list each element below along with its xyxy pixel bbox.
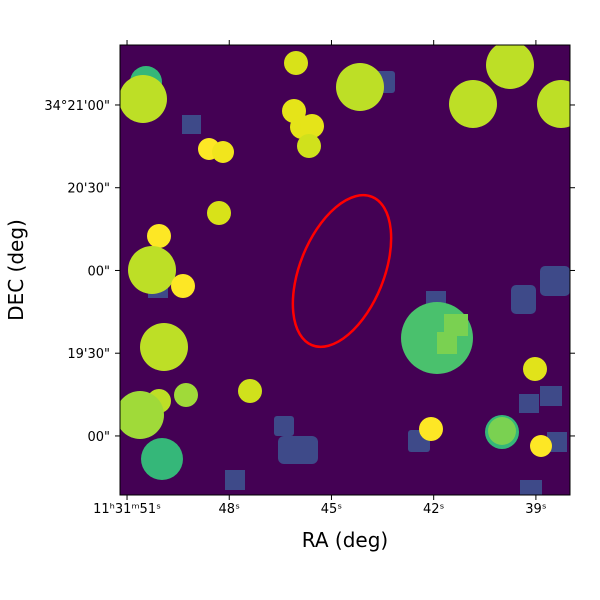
x-tick-label: 11ʰ31ᵐ51ˢ xyxy=(93,502,161,517)
x-tick-label: 45ˢ xyxy=(321,502,343,517)
y-tick-label: 20'30" xyxy=(67,182,110,197)
x-tick-label: 48ˢ xyxy=(219,502,241,517)
x-axis-label: RA (deg) xyxy=(302,528,388,552)
y-tick-label: 00" xyxy=(87,430,110,445)
y-tick-label: 34°21'00" xyxy=(44,99,110,114)
y-tick-label: 19'30" xyxy=(67,347,110,362)
region-ellipse xyxy=(291,193,393,349)
x-tick-label: 39ˢ xyxy=(525,502,547,517)
y-axis-label: DEC (deg) xyxy=(4,219,28,321)
y-tick-label: 00" xyxy=(87,264,110,279)
x-tick-label: 42ˢ xyxy=(423,502,445,517)
image xyxy=(120,45,570,495)
